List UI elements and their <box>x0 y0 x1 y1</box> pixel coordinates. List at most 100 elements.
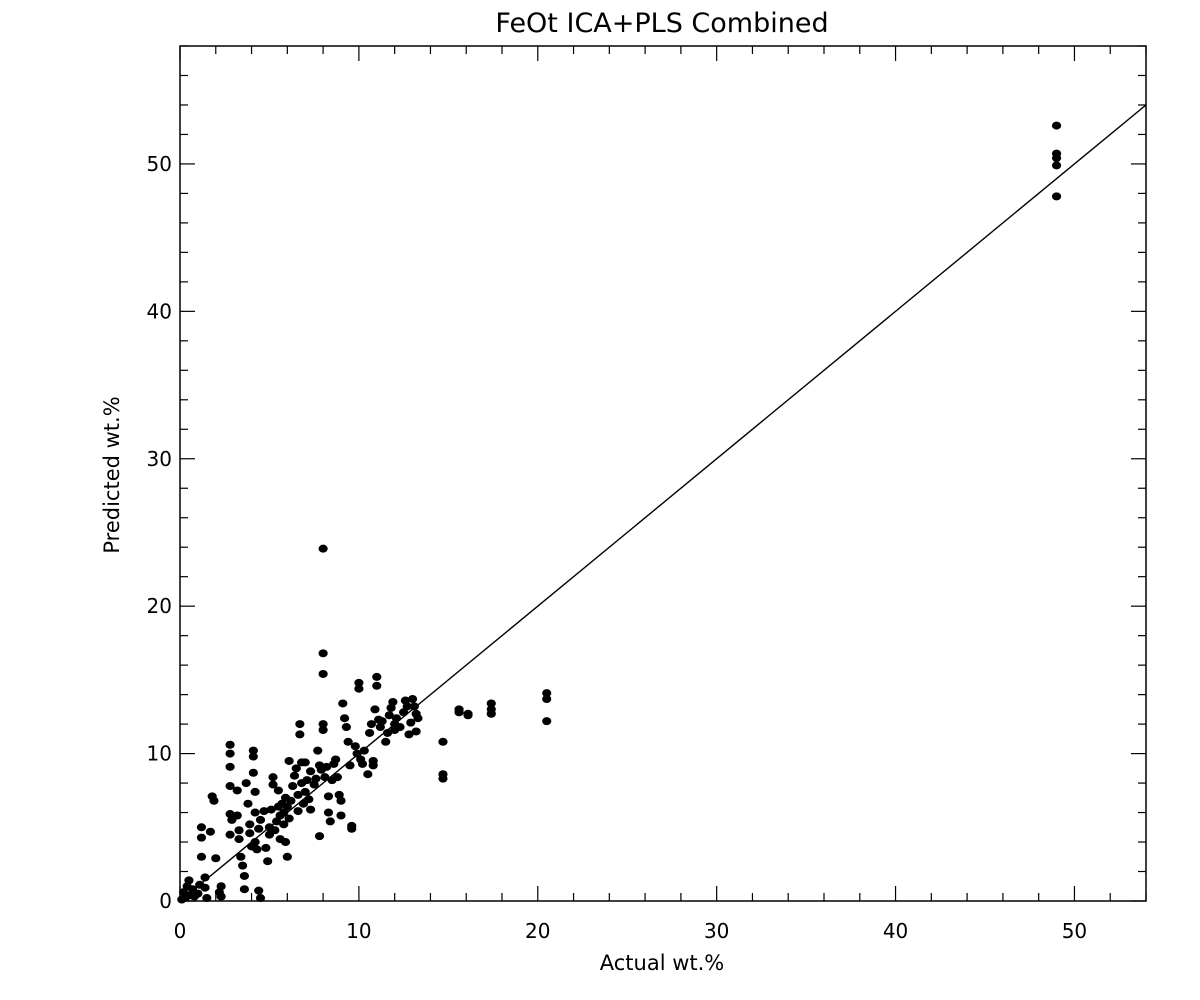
data-point <box>255 894 266 903</box>
x-tick-label: 10 <box>346 919 371 943</box>
data-point <box>266 805 276 814</box>
data-point <box>248 746 258 755</box>
data-point <box>357 759 368 768</box>
data-point <box>368 756 378 765</box>
data-point <box>377 717 387 726</box>
data-point <box>216 882 226 891</box>
data-point <box>407 695 418 704</box>
data-point <box>272 817 282 826</box>
data-point <box>318 726 328 734</box>
data-point <box>295 730 305 739</box>
data-point <box>365 728 375 737</box>
data-point <box>236 852 246 861</box>
data-point <box>331 755 341 764</box>
fit-line <box>179 104 1147 902</box>
y-tick-label: 50 <box>147 152 172 176</box>
data-point <box>288 782 298 791</box>
data-point <box>238 861 248 870</box>
data-point <box>211 854 221 863</box>
data-point <box>438 737 448 746</box>
data-point <box>239 885 249 894</box>
data-point <box>336 796 346 805</box>
data-point <box>196 833 207 842</box>
data-point <box>463 711 473 720</box>
data-point <box>311 774 321 783</box>
data-point <box>232 786 242 795</box>
data-point <box>196 823 207 832</box>
data-point <box>399 708 409 717</box>
data-point <box>261 843 271 852</box>
data-point <box>352 749 362 758</box>
data-point <box>282 852 292 861</box>
plot-frame <box>179 45 1147 902</box>
data-point <box>234 835 244 844</box>
data-point <box>196 852 207 861</box>
data-point <box>318 649 328 658</box>
data-point <box>279 820 289 829</box>
data-point <box>318 544 328 553</box>
data-point <box>370 705 380 714</box>
data-point <box>322 762 332 771</box>
data-point <box>268 780 278 789</box>
data-point <box>486 709 496 718</box>
data-point <box>193 889 203 898</box>
data-point <box>293 790 303 799</box>
data-point <box>372 681 382 690</box>
data-point <box>202 894 212 903</box>
data-point <box>366 720 377 729</box>
data-point <box>225 762 235 771</box>
data-point <box>345 761 355 770</box>
data-point <box>359 746 369 755</box>
data-point <box>243 799 253 808</box>
x-tick-label: 20 <box>525 919 550 943</box>
data-point <box>295 720 305 729</box>
data-point <box>300 758 310 767</box>
y-tick-label: 0 <box>159 889 172 913</box>
x-axis-label: Actual wt.% <box>600 951 725 975</box>
data-point <box>1051 192 1062 201</box>
x-tick-label: 50 <box>1062 919 1087 943</box>
data-point <box>363 770 373 779</box>
data-point <box>225 740 235 749</box>
data-point <box>245 829 255 838</box>
data-point <box>239 871 249 880</box>
data-point <box>354 678 364 687</box>
data-point <box>391 714 402 723</box>
data-point <box>268 773 278 782</box>
data-point <box>325 817 335 826</box>
data-point <box>409 702 419 711</box>
data-point <box>323 792 334 801</box>
data-point <box>254 824 264 833</box>
plot-area: 0 10 20 30 40 50 0 10 20 30 40 50 <box>147 45 1147 943</box>
data-point <box>225 749 235 758</box>
data-point <box>200 883 210 892</box>
data-point <box>438 774 448 783</box>
data-point <box>225 782 235 791</box>
data-point <box>232 811 242 820</box>
data-point <box>347 824 357 833</box>
data-point <box>314 832 325 841</box>
data-point <box>291 764 301 773</box>
data-point <box>343 737 353 746</box>
data-point <box>1051 161 1062 170</box>
data-point <box>402 702 412 711</box>
data-point <box>323 808 334 817</box>
data-point <box>280 838 291 847</box>
data-point <box>318 669 328 678</box>
data-point <box>1051 121 1062 130</box>
data-point <box>209 796 219 805</box>
data-point <box>354 684 364 693</box>
data-point <box>350 742 360 751</box>
data-point <box>302 776 312 785</box>
data-point <box>1051 154 1062 163</box>
data-point <box>304 795 314 804</box>
data-point <box>205 827 216 836</box>
y-axis-label: Predicted wt.% <box>100 396 124 553</box>
data-point <box>341 723 351 732</box>
data-point <box>454 708 464 717</box>
data-point <box>542 717 552 726</box>
data-point <box>413 714 423 723</box>
data-point <box>338 699 348 708</box>
data-point <box>279 808 289 817</box>
y-tick-label: 20 <box>147 594 172 618</box>
